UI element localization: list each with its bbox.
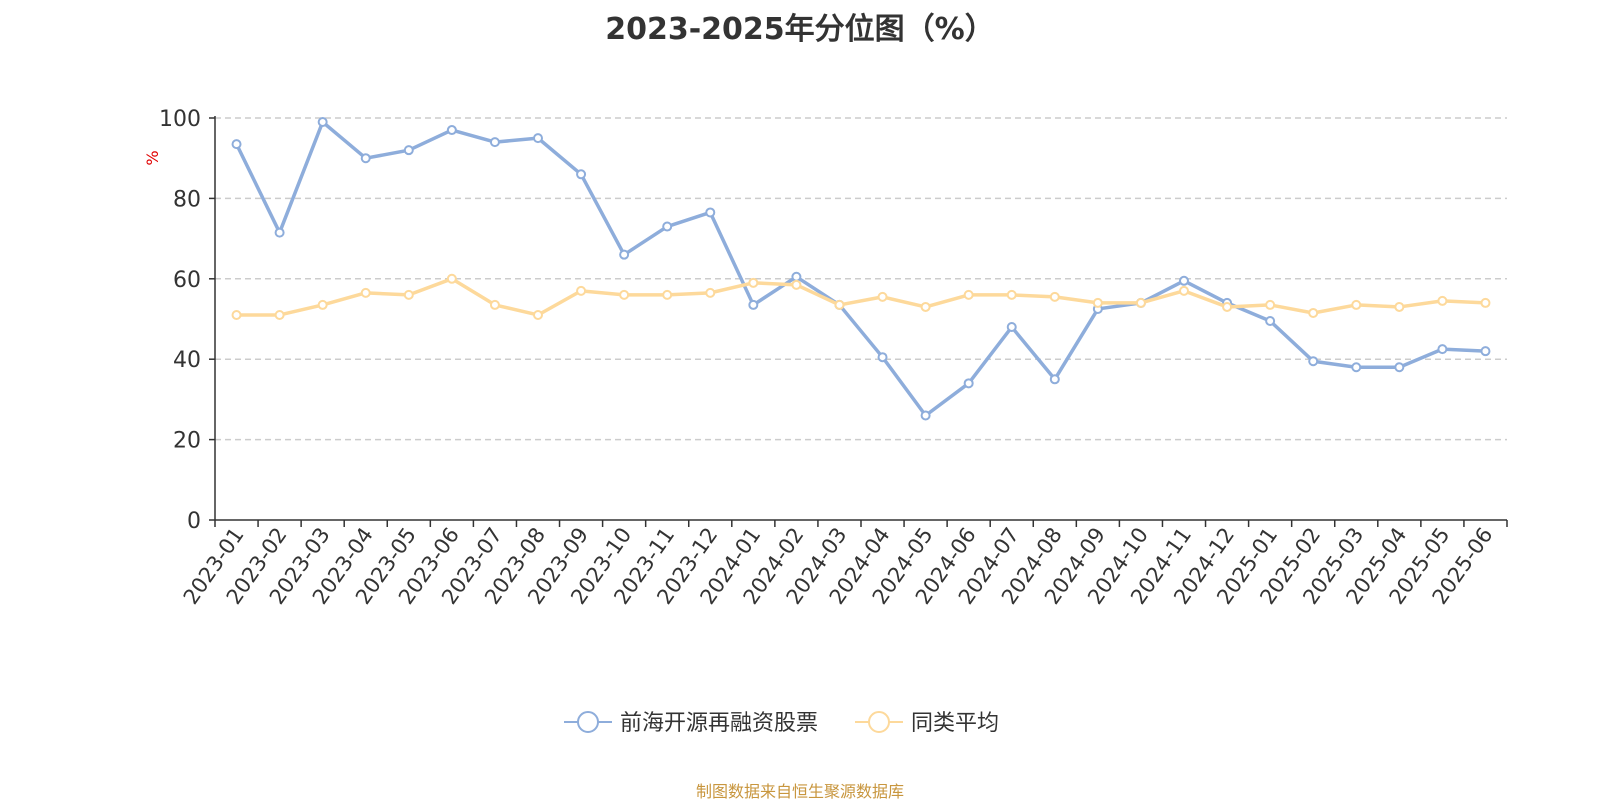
data-point xyxy=(446,125,457,136)
data-point xyxy=(877,352,888,363)
series-2 xyxy=(231,273,1491,320)
legend-item-2[interactable]: 同类平均 xyxy=(855,711,999,736)
data-point xyxy=(274,227,285,238)
data-point xyxy=(533,309,543,320)
data-point xyxy=(1394,362,1405,373)
data-point xyxy=(533,133,543,144)
data-point xyxy=(231,309,242,320)
data-point xyxy=(1179,275,1189,286)
data-point xyxy=(360,287,371,298)
data-point xyxy=(619,289,630,300)
legend-label: 同类平均 xyxy=(911,711,999,736)
data-point xyxy=(1480,297,1491,308)
data-point xyxy=(1308,307,1319,318)
data-point xyxy=(1049,291,1060,302)
data-point xyxy=(662,221,673,232)
data-point xyxy=(274,309,285,320)
data-point xyxy=(791,271,802,282)
data-point xyxy=(1480,346,1491,357)
series-1 xyxy=(231,117,1491,421)
y-tick-label: 40 xyxy=(173,348,201,373)
legend-item-1[interactable]: 前海开源再融资股票 xyxy=(564,711,818,736)
data-point xyxy=(403,145,414,156)
axes: 020406080100%2023-012023-022023-032023-0… xyxy=(143,107,1508,609)
data-point xyxy=(705,207,716,218)
data-point xyxy=(1179,285,1189,296)
data-point xyxy=(705,287,716,298)
data-point xyxy=(877,291,888,302)
data-source-note: 制图数据来自恒生聚源数据库 xyxy=(695,782,904,801)
data-point xyxy=(963,289,974,300)
y-tick-label: 80 xyxy=(173,187,201,212)
legend-label: 前海开源再融资股票 xyxy=(620,711,818,736)
data-point xyxy=(489,137,500,148)
legend-marker xyxy=(577,711,599,733)
data-point xyxy=(1351,362,1362,373)
data-point xyxy=(963,378,974,389)
series-line xyxy=(236,277,1486,317)
data-point xyxy=(1437,344,1448,355)
data-point xyxy=(1437,295,1448,306)
legend-marker xyxy=(868,711,890,733)
data-point xyxy=(1092,297,1103,308)
data-point xyxy=(1265,316,1276,327)
data-point xyxy=(748,277,759,288)
chart-title: 2023-2025年分位图（%） xyxy=(605,12,995,47)
data-point xyxy=(1308,356,1319,367)
data-point xyxy=(489,299,500,310)
data-point xyxy=(317,117,328,128)
series-lines xyxy=(231,117,1491,421)
data-point xyxy=(619,249,630,260)
data-point xyxy=(662,289,673,300)
data-point xyxy=(360,153,371,164)
legend: 前海开源再融资股票 同类平均 xyxy=(564,711,999,736)
data-point xyxy=(1135,297,1146,308)
data-point xyxy=(920,410,931,421)
grid-lines xyxy=(215,117,1507,441)
data-point xyxy=(231,139,242,150)
data-point xyxy=(1394,301,1405,312)
data-point xyxy=(1006,322,1017,333)
y-tick-label: 60 xyxy=(173,268,201,293)
data-point xyxy=(748,299,759,310)
data-point xyxy=(576,285,587,296)
data-point xyxy=(576,169,587,180)
data-point xyxy=(920,301,931,312)
data-point xyxy=(791,279,802,290)
data-point xyxy=(317,299,328,310)
y-axis-label: % xyxy=(143,150,162,165)
data-point xyxy=(446,273,457,284)
series-line xyxy=(234,120,1486,418)
y-tick-label: 0 xyxy=(187,509,201,534)
data-point xyxy=(1265,299,1276,310)
data-point xyxy=(1049,374,1060,385)
data-point xyxy=(1222,301,1233,312)
data-point xyxy=(1006,289,1017,300)
y-tick-label: 100 xyxy=(159,107,201,132)
data-point xyxy=(403,289,414,300)
data-point xyxy=(834,299,845,310)
data-point xyxy=(1351,299,1362,310)
y-tick-label: 20 xyxy=(173,429,201,454)
